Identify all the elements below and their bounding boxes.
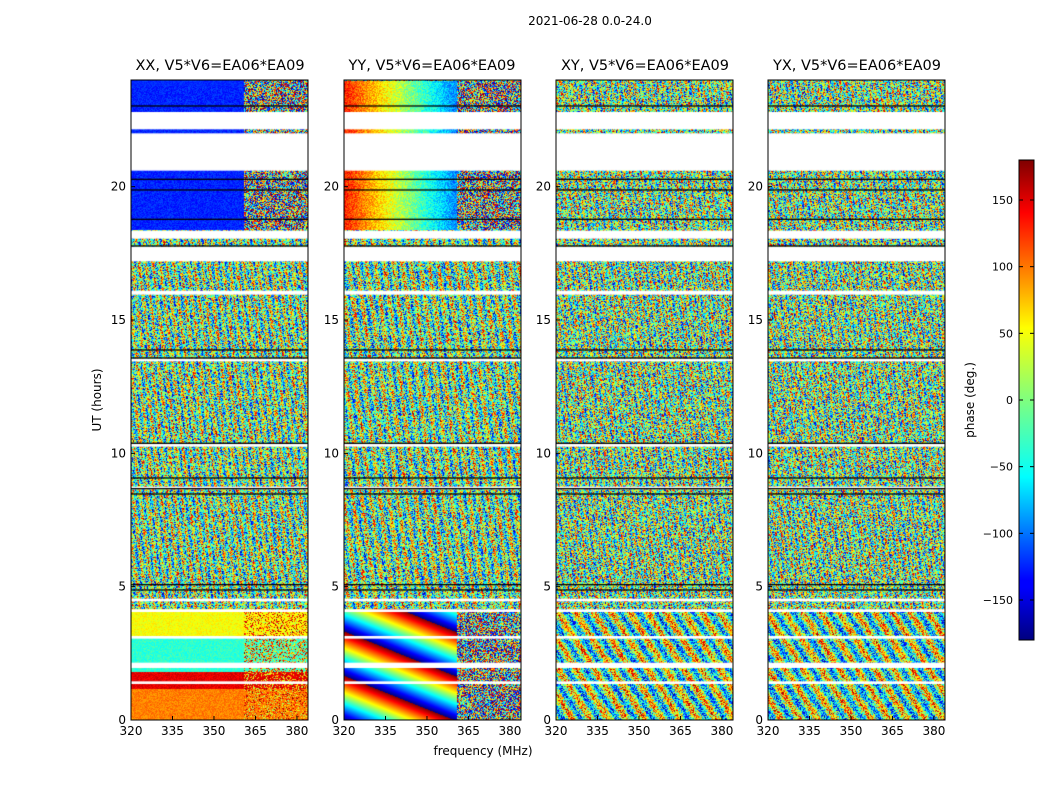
- y-tick-label-xx-3: 15: [111, 313, 126, 327]
- colorbar-tick-label-4: −50: [990, 461, 1013, 474]
- panel-xy: 320 335 350 365 380 0 5 10 15 20: [536, 79, 734, 738]
- y-tick-label-yy-2: 10: [324, 446, 339, 460]
- x-tick-label-yy-1: 335: [374, 724, 397, 738]
- y-tick-label-xx-2: 10: [111, 446, 126, 460]
- y-tick-label-xy-4: 20: [536, 180, 551, 194]
- panel-title-xx: XX, V5*V6=EA06*EA09: [135, 58, 305, 74]
- colorbar-tick-label-5: −100: [983, 527, 1013, 540]
- y-tick-label-xx-4: 20: [111, 180, 126, 194]
- x-tick-label-yx-1: 335: [798, 724, 821, 738]
- x-tick-label-yx-2: 350: [840, 724, 863, 738]
- colorbar-tick-label-2: 50: [999, 327, 1013, 340]
- y-tick-label-yx-2: 10: [748, 446, 763, 460]
- x-tick-label-yx-0: 320: [757, 724, 780, 738]
- heatmap-yy: [344, 80, 521, 720]
- y-tick-label-yx-3: 15: [748, 313, 763, 327]
- x-tick-label-xy-1: 335: [586, 724, 609, 738]
- y-tick-label-xy-1: 5: [543, 580, 551, 594]
- panel-yx: 320 335 350 365 380 0 5 10 15 20: [748, 79, 946, 738]
- y-tick-label-xx-1: 5: [118, 580, 126, 594]
- panel-xx: 320 335 350 365 380 0 5 10 15 20: [111, 79, 309, 738]
- x-tick-label-yy-2: 350: [416, 724, 439, 738]
- heatmap-canvas-xy: [556, 80, 733, 720]
- y-tick-label-yx-1: 5: [755, 580, 763, 594]
- panel-frame-yx: [767, 79, 946, 721]
- y-tick-label-yy-0: 0: [331, 713, 339, 727]
- x-tick-label-xy-0: 320: [545, 724, 568, 738]
- x-tick-label-xx-0: 320: [120, 724, 143, 738]
- figure-suptitle: 2021-06-28 0.0-24.0: [528, 14, 652, 28]
- y-tick-label-xy-0: 0: [543, 713, 551, 727]
- x-tick-label-yy-4: 380: [498, 724, 521, 738]
- heatmap-canvas-yy: [344, 80, 521, 720]
- x-tick-label-xy-2: 350: [628, 724, 651, 738]
- y-tick-label-yy-1: 5: [331, 580, 339, 594]
- heatmap-xy: [556, 80, 733, 720]
- y-axis-label: UT (hours): [90, 368, 104, 431]
- panel-yy: 320 335 350 365 380 0 5 10 15 20: [324, 79, 522, 738]
- x-tick-label-xx-2: 350: [203, 724, 226, 738]
- colorbar-label: phase (deg.): [963, 362, 977, 438]
- colorbar-tick-label-6: −150: [983, 594, 1013, 607]
- panel-frame-yy: [343, 79, 522, 721]
- y-tick-label-yx-0: 0: [755, 713, 763, 727]
- x-tick-label-yy-0: 320: [333, 724, 356, 738]
- panel-frame-xx: [130, 79, 309, 721]
- colorbar-tick-label-3: 0: [1006, 394, 1013, 407]
- x-axis-label: frequency (MHz): [433, 744, 532, 758]
- x-tick-label-xy-3: 365: [669, 724, 692, 738]
- colorbar: 150 100 50 0 −50 −100 −150: [983, 159, 1035, 641]
- y-tick-label-yy-4: 20: [324, 180, 339, 194]
- y-tick-label-xx-0: 0: [118, 713, 126, 727]
- x-tick-label-yy-3: 365: [457, 724, 480, 738]
- y-tick-label-xy-2: 10: [536, 446, 551, 460]
- y-tick-label-xy-3: 15: [536, 313, 551, 327]
- colorbar-tick-label-0: 150: [992, 194, 1013, 207]
- x-tick-label-xx-4: 380: [285, 724, 308, 738]
- y-tick-label-yx-4: 20: [748, 180, 763, 194]
- y-tick-label-yy-3: 15: [324, 313, 339, 327]
- x-tick-label-yx-4: 380: [922, 724, 945, 738]
- heatmap-yx: [768, 80, 945, 720]
- panel-title-xy: XY, V5*V6=EA06*EA09: [560, 58, 729, 74]
- x-tick-label-xx-1: 335: [161, 724, 184, 738]
- panel-title-yy: YY, V5*V6=EA06*EA09: [348, 58, 516, 74]
- heatmap-canvas-xx: [131, 80, 308, 720]
- panel-title-yx: YX, V5*V6=EA06*EA09: [772, 58, 941, 74]
- x-tick-label-xy-4: 380: [710, 724, 733, 738]
- colorbar-tick-label-1: 100: [992, 261, 1013, 274]
- x-tick-label-xx-3: 365: [244, 724, 267, 738]
- heatmap-canvas-yx: [768, 80, 945, 720]
- panel-frame-xy: [555, 79, 734, 721]
- heatmap-xx: [131, 80, 308, 720]
- x-tick-label-yx-3: 365: [881, 724, 904, 738]
